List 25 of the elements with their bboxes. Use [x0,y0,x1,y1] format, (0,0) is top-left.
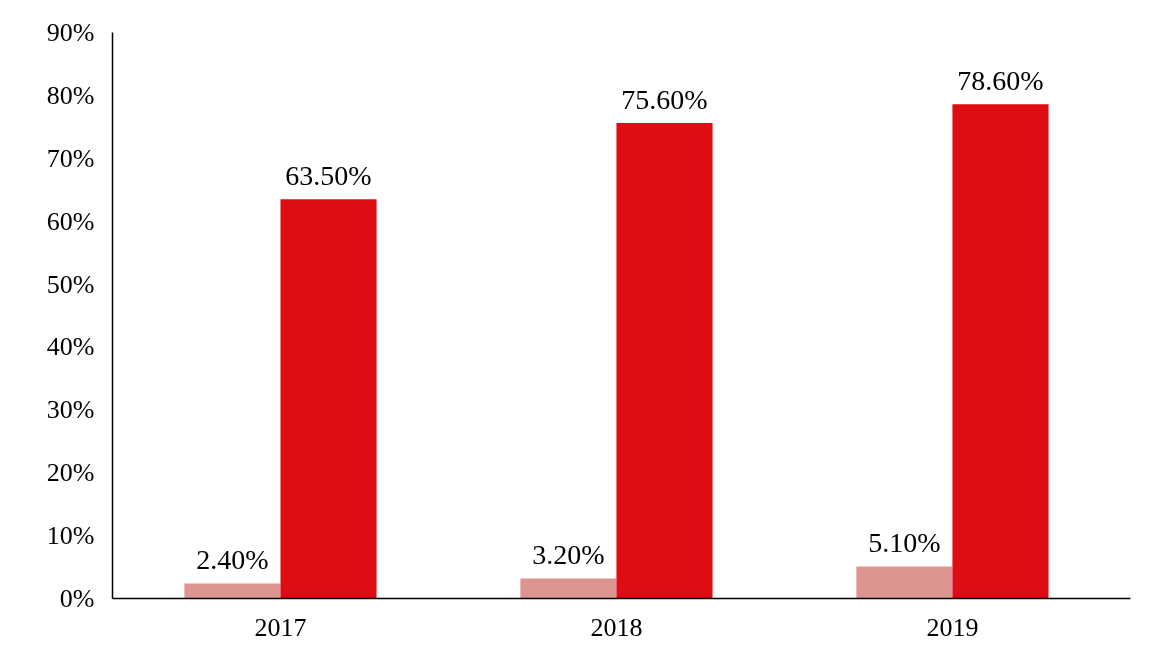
x-tick-label: 2019 [926,612,979,642]
bar [280,199,377,599]
bar [856,566,953,599]
y-tick-label: 80% [46,80,95,110]
data-label: 78.60% [957,65,1044,97]
y-tick-label: 50% [46,269,95,299]
data-label: 63.50% [285,160,372,192]
bar [952,104,1049,599]
y-tick-label: 0% [59,584,95,613]
data-label: 5.10% [868,527,941,559]
y-tick-label: 70% [46,143,95,173]
data-label: 75.60% [621,84,708,116]
y-tick-label: 40% [46,332,95,362]
bar [616,123,713,599]
y-tick-label: 20% [46,458,95,488]
y-tick-label: 90% [46,18,95,47]
y-tick-label: 10% [46,521,95,551]
y-tick-label: 30% [46,395,95,425]
x-tick-label: 2017 [254,612,307,642]
bar [184,583,281,599]
x-tick-label: 2018 [590,612,643,642]
data-label: 3.20% [532,539,605,571]
data-label: 2.40% [196,544,269,576]
y-tick-label: 60% [46,206,95,236]
bar [520,578,617,599]
